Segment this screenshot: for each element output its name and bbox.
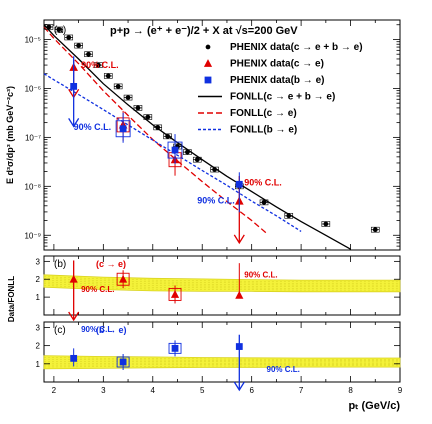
legend-label: FONLL(c → e + b → e) — [230, 92, 335, 103]
combined-data-point — [106, 74, 111, 79]
legend-label: PHENIX data(c → e + b → e) — [230, 42, 363, 53]
combined-data-point — [56, 27, 61, 32]
ratio-b-ytick-label: 1 — [36, 293, 41, 302]
ratio-b-cl-annotation: 90% C.L. — [244, 270, 277, 279]
main-panel-frame — [44, 20, 400, 250]
ratio-y-axis-label: Data/FONLL — [7, 276, 16, 322]
combined-data-point — [212, 167, 217, 172]
ratio-c-data-point — [120, 359, 127, 366]
be-data-point — [70, 83, 77, 90]
x-tick-label: 5 — [200, 386, 205, 395]
combined-data-point — [165, 134, 170, 139]
be-data-point — [120, 125, 127, 132]
main-ytick-label: 10⁻⁹ — [24, 231, 41, 240]
combined-data-point — [195, 157, 200, 162]
ratio-c-cl-annotation: 90% C.L. — [81, 325, 114, 334]
cl-annotation: 90% C.L. — [81, 60, 119, 70]
ratio-b-cl-annotation: 90% C.L. — [81, 285, 114, 294]
x-axis-label: pₜ (GeV/c) — [348, 400, 400, 412]
x-tick-label: 8 — [348, 386, 353, 395]
ratio-c-ytick-label: 3 — [36, 323, 41, 332]
main-ytick-label: 10⁻⁷ — [25, 133, 41, 142]
main-y-axis-label: E d³σ/dp³ (mb GeV⁻²c³) — [5, 86, 15, 184]
be-data-point — [236, 181, 243, 188]
ratio-c-data-point — [172, 345, 179, 352]
cl-annotation: 90% C.L. — [74, 122, 112, 132]
ratio-b-label: (c → e) — [96, 259, 126, 269]
combined-data-point — [126, 95, 131, 100]
legend-marker — [204, 59, 212, 67]
combined-data-point — [136, 106, 141, 111]
ratio-b-ytick-label: 2 — [36, 275, 41, 284]
legend-marker — [205, 77, 212, 84]
combined-data-point — [155, 125, 160, 130]
ratio-c-data-point — [236, 343, 243, 350]
ratio-c-data-point — [70, 355, 77, 362]
x-tick-label: 4 — [151, 386, 156, 395]
combined-data-point — [76, 43, 81, 48]
combined-data-point — [86, 52, 91, 57]
cl-annotation: 90% C.L. — [244, 177, 282, 187]
combined-data-point — [262, 200, 267, 205]
ratio-c-tag: (c) — [54, 325, 66, 336]
x-tick-label: 9 — [398, 386, 403, 395]
legend-label: FONLL(b → e) — [230, 125, 297, 136]
combined-data-point — [47, 25, 52, 30]
ratio-c-ytick-label: 2 — [36, 342, 41, 351]
combined-data-point — [66, 35, 71, 40]
legend-marker — [206, 45, 211, 50]
main-ytick-label: 10⁻⁶ — [25, 84, 41, 93]
ratio-c-cl-annotation: 90% C.L. — [267, 365, 300, 374]
combined-data-point — [116, 84, 121, 89]
combined-data-point — [323, 222, 328, 227]
x-tick-label: 3 — [101, 386, 106, 395]
main-ytick-label: 10⁻⁵ — [25, 35, 41, 44]
combined-data-point — [145, 115, 150, 120]
x-tick-label: 7 — [299, 386, 304, 395]
ratio-c-ytick-label: 1 — [36, 360, 41, 369]
legend-label: PHENIX data(b → e) — [230, 75, 324, 86]
combined-data-point — [286, 213, 291, 218]
ratio-b-ytick-label: 3 — [36, 257, 41, 266]
cl-annotation: 90% C.L. — [197, 195, 235, 205]
x-tick-label: 2 — [52, 386, 57, 395]
x-tick-label: 6 — [249, 386, 254, 395]
main-ytick-label: 10⁻⁸ — [25, 182, 42, 191]
combined-data-point — [373, 227, 378, 232]
ratio-b-tag: (b) — [54, 259, 66, 270]
legend-label: FONLL(c → e) — [230, 108, 297, 119]
ratio-b-data-point — [235, 291, 243, 299]
combined-data-point — [185, 150, 190, 155]
legend-label: PHENIX data(c → e) — [230, 59, 324, 70]
chart-title: p+p → (e⁺ + e⁻)/2 + X at √s=200 GeV — [110, 25, 298, 37]
be-data-point — [172, 147, 179, 154]
